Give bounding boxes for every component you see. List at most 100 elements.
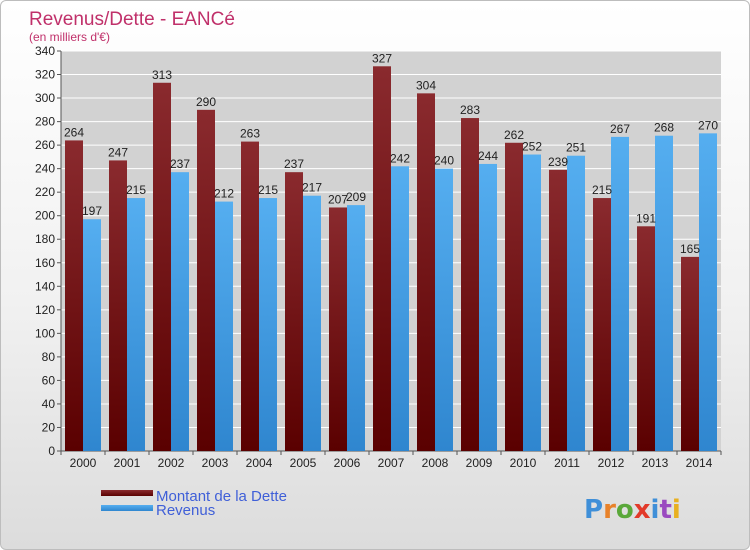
x-tick-label: 2005 [290, 456, 317, 470]
bar-dette [549, 169, 567, 451]
bar-dette [417, 93, 435, 452]
bar-dette [241, 141, 259, 451]
x-axis-ticks: 2000 2001 2002 2003 2004 2005 2006 2007 2008 2009… [60, 451, 722, 470]
y-tick-label: 120 [35, 303, 55, 317]
bar-revenus [303, 195, 321, 451]
y-tick-label: 260 [35, 138, 55, 152]
value-label: 240 [434, 154, 454, 168]
value-label: 290 [196, 95, 216, 109]
x-tick-label: 2006 [334, 456, 361, 470]
value-label: 239 [548, 155, 568, 169]
bar-revenus [567, 155, 585, 452]
value-label: 304 [416, 78, 436, 92]
y-tick-label: 100 [35, 326, 55, 340]
bar-dette [681, 256, 699, 451]
value-label: 244 [478, 149, 498, 163]
x-tick-label: 2008 [422, 456, 449, 470]
chart-subtitle: (en milliers d'€) [29, 30, 110, 44]
y-tick-label: 0 [48, 444, 55, 458]
value-label: 165 [680, 242, 700, 256]
x-tick-label: 2012 [598, 456, 625, 470]
bar-revenus [435, 168, 453, 451]
bar-revenus [83, 219, 101, 451]
y-tick-label: 280 [35, 115, 55, 129]
logo-letter: P [584, 495, 603, 525]
bar-dette [65, 140, 83, 452]
bar-dette [285, 172, 303, 452]
value-label: 263 [240, 127, 260, 141]
value-label: 283 [460, 103, 480, 117]
bar-revenus [699, 133, 717, 451]
value-label: 209 [346, 190, 366, 204]
logo-letter: x [634, 495, 651, 525]
bar-revenus [127, 198, 145, 451]
bar-dette [593, 198, 611, 451]
value-label: 242 [390, 151, 410, 165]
x-tick-label: 2013 [642, 456, 669, 470]
value-label: 237 [170, 157, 190, 171]
value-label: 217 [302, 181, 322, 195]
bar-revenus [479, 163, 497, 452]
y-tick-label: 320 [35, 68, 55, 82]
value-label: 251 [566, 141, 586, 155]
x-tick-label: 2002 [158, 456, 185, 470]
x-tick-label: 2000 [70, 456, 97, 470]
bar-dette [329, 207, 347, 451]
x-tick-label: 2009 [466, 456, 493, 470]
value-label: 212 [214, 187, 234, 201]
value-label: 191 [636, 211, 656, 225]
x-tick-label: 2011 [554, 456, 580, 470]
bar-dette [197, 109, 215, 451]
x-tick-label: 2004 [246, 456, 273, 470]
bar-dette [373, 66, 391, 451]
y-tick-label: 240 [35, 162, 55, 176]
bar-revenus [391, 166, 409, 451]
bars [65, 66, 717, 452]
value-label: 267 [610, 122, 630, 136]
y-tick-label: 180 [35, 232, 55, 246]
value-label: 268 [654, 121, 674, 135]
bar-dette [153, 82, 171, 451]
value-label: 197 [82, 204, 102, 218]
value-label: 215 [258, 183, 278, 197]
bar-revenus [655, 135, 673, 452]
x-tick-label: 2003 [202, 456, 229, 470]
logo-letter: o [616, 495, 634, 525]
y-tick-label: 340 [35, 44, 55, 58]
value-label: 264 [64, 125, 84, 139]
value-label: 215 [592, 183, 612, 197]
value-label: 247 [108, 145, 128, 159]
x-tick-label: 2001 [114, 456, 141, 470]
bar-revenus [215, 201, 233, 451]
bar-dette [637, 226, 655, 451]
legend-label-revenus: Revenus [156, 502, 215, 519]
y-tick-label: 200 [35, 209, 55, 223]
y-tick-label: 80 [42, 350, 56, 364]
value-labels: 2641972472153132372902122632152372172072… [64, 51, 718, 256]
value-label: 327 [372, 51, 392, 65]
y-tick-label: 140 [35, 279, 55, 293]
value-label: 215 [126, 183, 146, 197]
y-tick-label: 220 [35, 185, 55, 199]
legend-swatch-revenus [101, 505, 153, 511]
legend-swatch-debt [101, 490, 153, 496]
logo-letter: t [659, 495, 671, 525]
value-label: 237 [284, 157, 304, 171]
value-label: 313 [152, 68, 172, 82]
y-tick-label: 40 [42, 397, 56, 411]
value-label: 262 [504, 128, 524, 142]
value-label: 207 [328, 192, 348, 206]
bar-dette [109, 160, 127, 452]
y-tick-label: 20 [42, 420, 56, 434]
bar-dette [505, 142, 523, 451]
x-tick-label: 2010 [510, 456, 537, 470]
bar-revenus [171, 172, 189, 452]
y-tick-label: 300 [35, 91, 55, 105]
x-tick-label: 2014 [686, 456, 713, 470]
bar-revenus [611, 136, 629, 451]
y-tick-label: 160 [35, 256, 55, 270]
logo-letter: r [603, 495, 616, 525]
value-label: 252 [522, 140, 542, 154]
